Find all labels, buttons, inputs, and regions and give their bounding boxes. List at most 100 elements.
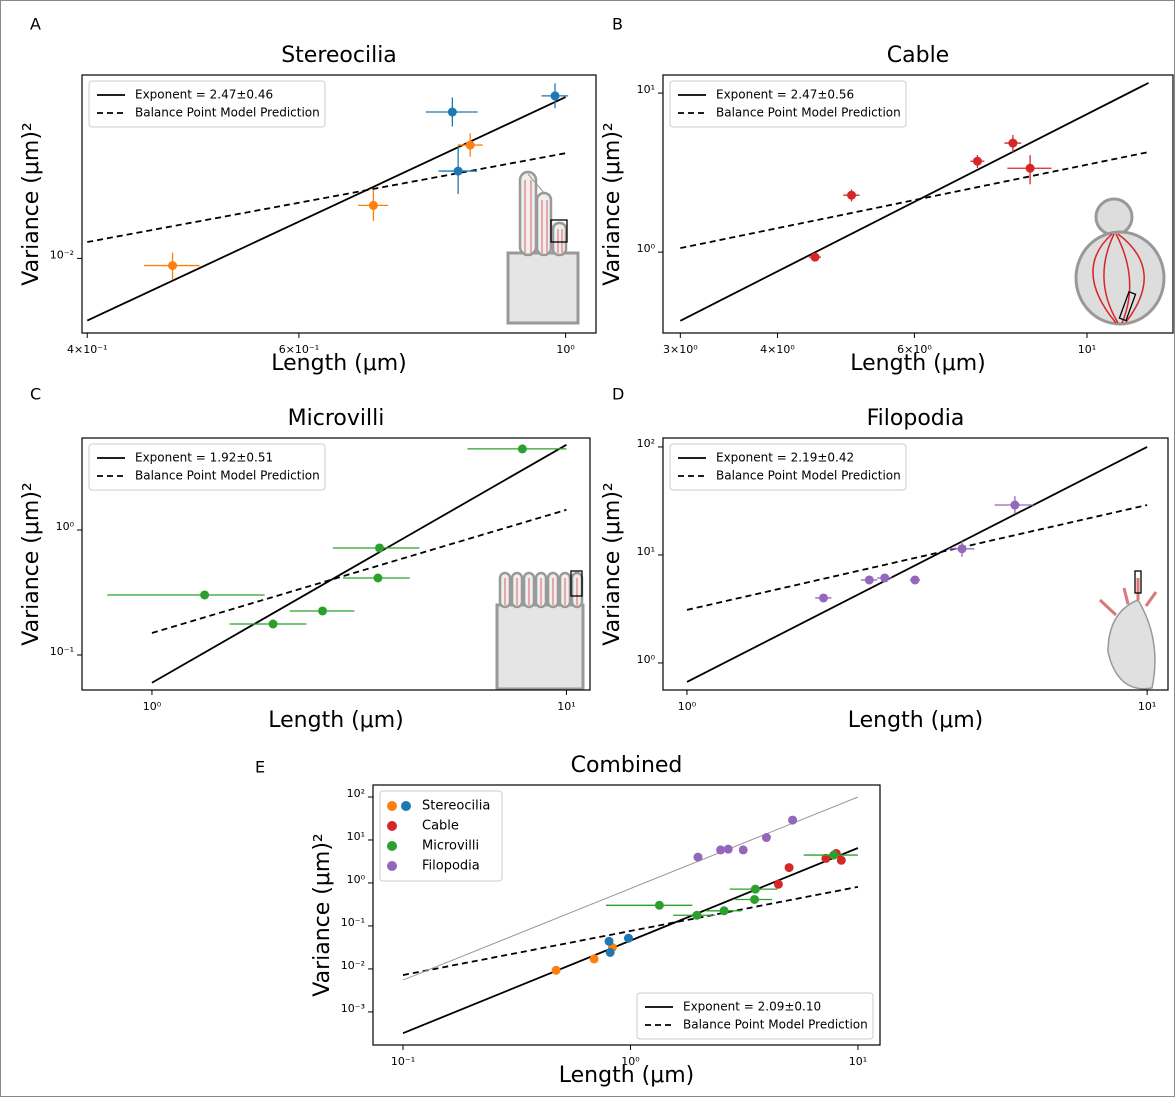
x-tick-label: 4×10⁻¹ (67, 343, 107, 356)
x-tick-label: 10⁰ (678, 700, 697, 713)
legend-box (636, 992, 874, 1040)
data-point (589, 954, 599, 964)
fit-line (686, 446, 1148, 683)
panel: E Combined Length (μm) Variance (μm)² 10⁻¹ 10… (255, 753, 881, 1088)
x-axis-label: Length (μm) (268, 708, 403, 733)
data-point (1010, 500, 1020, 510)
x-axis-label: Length (μm) (848, 708, 983, 733)
data-point (373, 573, 383, 583)
data-point (654, 900, 664, 910)
panel: D Filopodia Length (μm) Variance (μm)² 10⁰ 10… (600, 385, 1169, 733)
legend-box (88, 443, 326, 491)
legend-label: Cable (422, 819, 459, 834)
legend-label: Exponent = 2.09±0.10 (683, 1000, 821, 1014)
x-axis-label: Length (μm) (850, 351, 985, 376)
y-tick-label: 10⁻¹ (50, 645, 74, 658)
data-point (200, 590, 210, 600)
legend-box (379, 790, 503, 882)
data-point (453, 166, 463, 176)
legend-label: Stereocilia (422, 799, 490, 814)
data-point (716, 845, 726, 855)
plot-frame (81, 74, 597, 334)
data-point (465, 140, 475, 150)
y-tick-label: 10⁰ (347, 873, 366, 886)
x-tick-label: 10¹ (1078, 343, 1096, 356)
fit-line (151, 508, 567, 634)
legend-label: Exponent = 1.92±0.51 (135, 451, 273, 465)
panel-letter: A (30, 15, 41, 34)
data-point (880, 573, 890, 583)
panel: C Microvilli Length (μm) Variance (μm)² 10⁰ 1… (19, 385, 591, 733)
legend-label: Balance Point Model Prediction (716, 469, 901, 483)
y-axis-label: Variance (μm)² (19, 122, 44, 285)
data-point (723, 844, 733, 854)
data-point (829, 850, 839, 860)
data-point (784, 863, 794, 873)
data-point (1025, 163, 1035, 173)
y-tick-label: 10¹ (637, 545, 655, 558)
y-axis-label: Variance (μm)² (19, 482, 44, 645)
microvilli-inset (495, 570, 585, 691)
legend-label: Balance Point Model Prediction (716, 106, 901, 120)
legend-box (669, 80, 907, 128)
data-point (818, 593, 828, 603)
data-point (836, 855, 846, 865)
data-point (957, 544, 967, 554)
legend-box (88, 80, 326, 128)
y-tick-label: 10⁻² (50, 248, 74, 261)
y-tick-label: 10⁻³ (341, 1002, 365, 1015)
data-point (605, 947, 615, 957)
data-point (788, 815, 798, 825)
x-tick-label: 10¹ (1138, 700, 1156, 713)
panel: B Cable Length (μm) Variance (μm)² 3×10⁰ 4×10… (600, 15, 1174, 376)
legend-label: Exponent = 2.19±0.42 (716, 451, 854, 465)
panel-title: Combined (571, 753, 683, 778)
x-tick-label: 10⁰ (143, 700, 162, 713)
x-tick-label: 10¹ (849, 1055, 867, 1068)
fit-line (679, 82, 1149, 322)
legend-marker (387, 861, 397, 871)
plot-frame (662, 74, 1174, 334)
data-point (1008, 138, 1018, 148)
legend-marker (401, 801, 411, 811)
plot-frame (81, 437, 591, 691)
data-point (374, 543, 384, 553)
data-point (604, 936, 614, 946)
x-tick-label: 6×10⁰ (897, 343, 932, 356)
panel-title: Microvilli (288, 406, 385, 431)
fit-line (402, 886, 859, 976)
x-tick-label: 4×10⁰ (760, 343, 795, 356)
y-tick-label: 10⁰ (637, 653, 656, 666)
y-tick-label: 10⁻² (341, 959, 365, 972)
x-tick-label: 10⁰ (556, 343, 575, 356)
legend-label: Filopodia (422, 859, 480, 874)
plot-frame (662, 437, 1169, 691)
data-point (972, 156, 982, 166)
panel-letter: D (612, 385, 624, 404)
data-point (447, 107, 457, 117)
panel-title: Stereocilia (281, 43, 397, 68)
legend-label: Microvilli (422, 839, 479, 854)
legend-label: Balance Point Model Prediction (683, 1018, 868, 1032)
y-tick-label: 10¹ (637, 83, 655, 96)
legend-label: Balance Point Model Prediction (135, 106, 320, 120)
data-point (864, 575, 874, 585)
data-point (368, 200, 378, 210)
data-point (821, 853, 831, 863)
fit-line (686, 504, 1148, 611)
fit-line (87, 152, 566, 243)
x-tick-label: 10¹ (557, 700, 575, 713)
legend-label: Exponent = 2.47±0.56 (716, 88, 854, 102)
data-point (761, 833, 771, 843)
data-point (719, 906, 729, 916)
y-tick-label: 10⁰ (637, 242, 656, 255)
panel-title: Cable (887, 43, 949, 68)
x-axis-label: Length (μm) (271, 351, 406, 376)
legend-marker (387, 801, 397, 811)
panel: A Stereocilia Length (μm) Variance (μm)² 4×1… (19, 15, 597, 376)
fit-line (86, 96, 566, 322)
panel-title: Filopodia (867, 406, 965, 431)
y-tick-label: 10⁻¹ (341, 916, 365, 929)
data-point (910, 575, 920, 585)
